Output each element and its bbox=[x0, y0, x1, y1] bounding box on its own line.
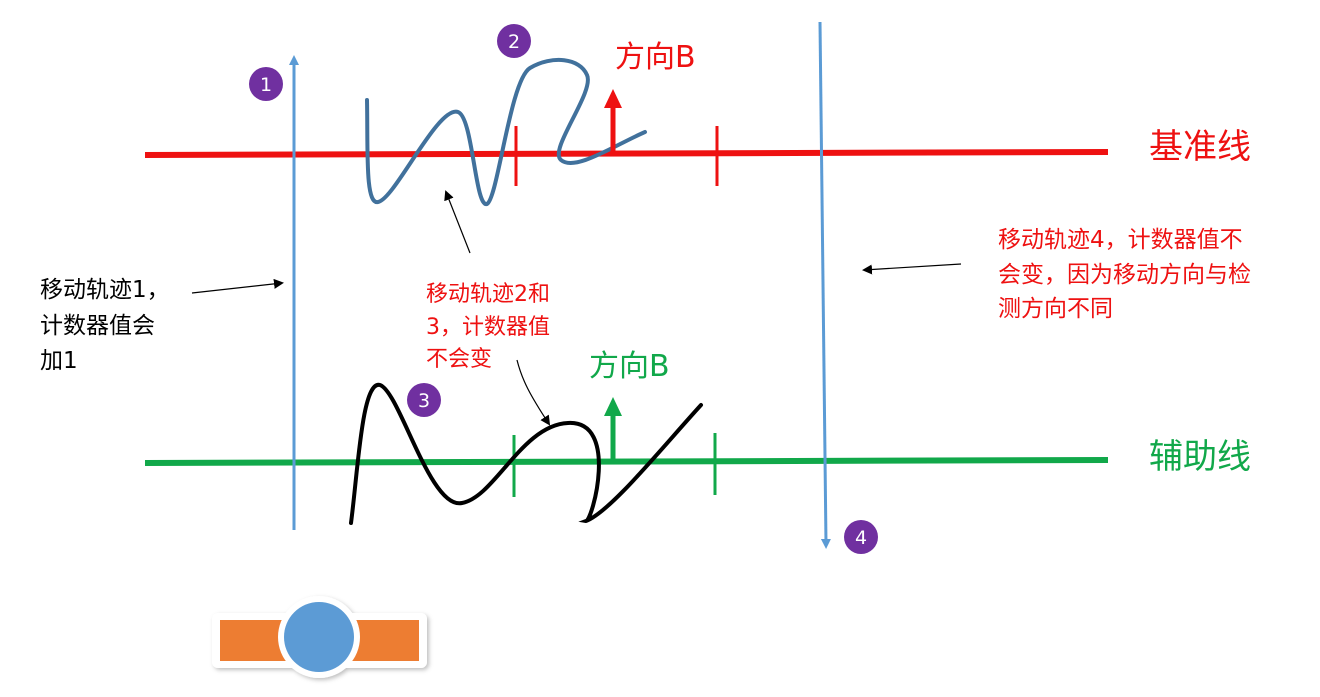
marker-3-label: 3 bbox=[418, 390, 430, 412]
pointer-track3 bbox=[516, 359, 551, 426]
marker-2: 2 bbox=[497, 24, 531, 58]
marker-3: 3 bbox=[407, 383, 441, 417]
note-track1: 移动轨迹1， 计数器值会 加1 bbox=[40, 277, 170, 374]
marker-1-badge bbox=[249, 67, 283, 101]
note-track1-line2: 计数器值会 bbox=[40, 313, 155, 339]
note-track1-line3: 加1 bbox=[40, 348, 78, 374]
note-track4-line1: 移动轨迹4，计数器值不 bbox=[998, 227, 1243, 253]
red-direction-label: 方向B bbox=[615, 40, 696, 75]
reference-line-label: 基准线 bbox=[1149, 127, 1251, 167]
sensor-icon bbox=[212, 596, 427, 678]
marker-4-label: 4 bbox=[855, 527, 867, 549]
note-track23-line1: 移动轨迹2和 bbox=[426, 282, 550, 307]
pointer-track4 bbox=[862, 263, 962, 275]
auxiliary-line-label: 辅助线 bbox=[1149, 437, 1251, 477]
marker-2-badge bbox=[497, 24, 531, 58]
note-track1-line1: 移动轨迹1， bbox=[40, 277, 170, 303]
note-track4-line2: 会变，因为移动方向与检 bbox=[998, 262, 1251, 288]
note-track23-line3: 不会变 bbox=[426, 347, 492, 372]
green-direction-arrow-head bbox=[604, 397, 622, 416]
red-direction-arrow-head bbox=[604, 89, 622, 108]
marker-4-badge bbox=[844, 520, 878, 554]
track4-arrow bbox=[818, 21, 831, 549]
pointer-track1 bbox=[191, 278, 284, 294]
note-track4: 移动轨迹4，计数器值不 会变，因为移动方向与检 测方向不同 bbox=[998, 227, 1251, 322]
green-direction-label: 方向B bbox=[589, 349, 670, 384]
marker-3-badge bbox=[407, 383, 441, 417]
note-track23: 移动轨迹2和 3，计数器值 不会变 bbox=[426, 282, 550, 372]
marker-1: 1 bbox=[249, 67, 283, 101]
track3-curve bbox=[349, 383, 703, 525]
track2-curve bbox=[365, 57, 647, 207]
marker-1-label: 1 bbox=[260, 74, 272, 96]
note-track23-line2: 3，计数器值 bbox=[426, 315, 550, 340]
auxiliary-line bbox=[144, 457, 1109, 466]
reference-line bbox=[144, 149, 1109, 158]
marker-4: 4 bbox=[844, 520, 878, 554]
note-track4-line3: 测方向不同 bbox=[998, 296, 1113, 322]
pointer-track2 bbox=[444, 190, 471, 254]
marker-2-label: 2 bbox=[508, 31, 520, 53]
sensor-circle bbox=[284, 602, 354, 672]
